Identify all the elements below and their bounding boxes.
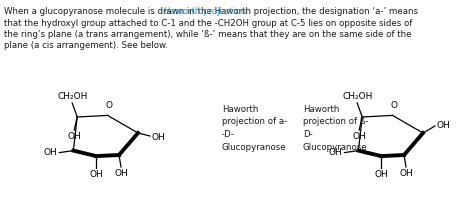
Text: O: O	[105, 101, 112, 110]
Text: Haworth projection: Haworth projection	[164, 7, 246, 16]
Text: Haworth
projection of ß-
D-
Glucopyranose: Haworth projection of ß- D- Glucopyranos…	[303, 105, 368, 152]
Text: OH: OH	[328, 148, 342, 157]
Text: When a glucopyranose molecule is drawn in the Haworth projection, the designatio: When a glucopyranose molecule is drawn i…	[4, 7, 418, 16]
Text: OH: OH	[67, 132, 81, 141]
Text: the ring’s plane (a trans arrangement), while ‘ß-’ means that they are on the sa: the ring’s plane (a trans arrangement), …	[4, 30, 411, 39]
Text: OH: OH	[89, 170, 103, 179]
Text: OH: OH	[352, 132, 366, 141]
Text: OH: OH	[374, 170, 388, 179]
Text: Haworth
projection of a-
-D-
Glucopyranose: Haworth projection of a- -D- Glucopyrano…	[222, 105, 287, 152]
Text: O: O	[390, 101, 397, 110]
Text: OH: OH	[114, 169, 128, 178]
Text: CH₂OH: CH₂OH	[342, 92, 373, 101]
Text: OH: OH	[44, 148, 57, 157]
Text: that the hydroxyl group attached to C-1 and the -CH2OH group at C-5 lies on oppo: that the hydroxyl group attached to C-1 …	[4, 18, 412, 28]
Text: plane (a cis arrangement). See below.: plane (a cis arrangement). See below.	[4, 41, 168, 51]
Text: CH₂OH: CH₂OH	[57, 92, 87, 101]
Text: OH: OH	[399, 169, 413, 178]
Text: OH: OH	[152, 132, 166, 141]
Text: OH: OH	[437, 120, 451, 129]
